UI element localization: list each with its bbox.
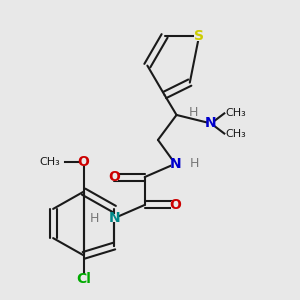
Text: S: S [194, 29, 204, 43]
Bar [80, 158, 88, 166]
Bar [185, 109, 192, 116]
Text: H: H [90, 212, 100, 225]
Bar [110, 173, 118, 181]
Text: H: H [188, 106, 198, 119]
Bar [187, 160, 193, 167]
Text: H: H [190, 157, 199, 170]
Bar [110, 214, 118, 222]
Bar [97, 215, 102, 221]
Bar [207, 119, 215, 128]
Text: O: O [108, 170, 120, 184]
Text: N: N [205, 116, 217, 130]
Text: N: N [169, 157, 181, 171]
Text: N: N [108, 211, 120, 225]
Text: Cl: Cl [76, 272, 91, 286]
Text: CH₃: CH₃ [226, 108, 246, 118]
Text: CH₃: CH₃ [226, 129, 246, 139]
Bar [171, 201, 179, 209]
Bar [194, 31, 204, 41]
Text: CH₃: CH₃ [39, 157, 60, 167]
Bar [77, 274, 90, 284]
Text: O: O [169, 198, 181, 212]
Bar [171, 160, 179, 168]
Text: O: O [78, 155, 90, 169]
